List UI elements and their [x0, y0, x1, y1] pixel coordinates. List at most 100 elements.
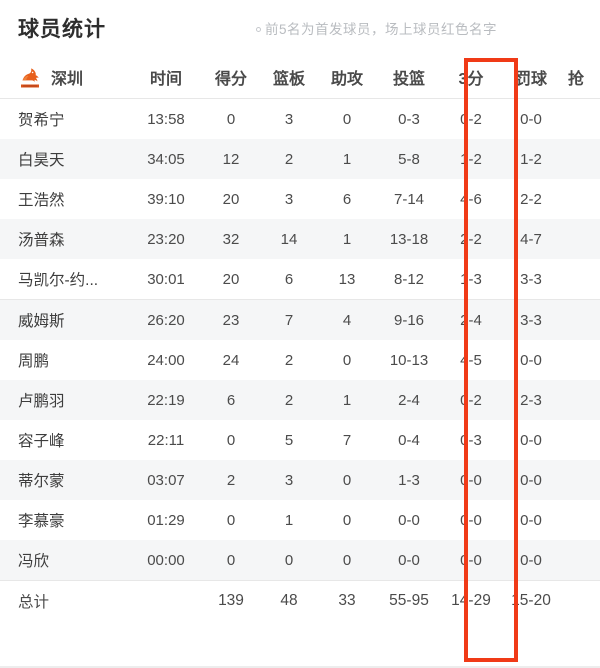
column-header-three-pointers[interactable]: 3分: [442, 56, 500, 99]
cell-field-goals: 1-3: [376, 460, 442, 500]
cell-field-goals: 0-0: [376, 500, 442, 540]
cell-assists: 1: [318, 139, 376, 179]
cell-truncated: [562, 340, 600, 380]
starters-note-text: 前5名为首发球员，场上球员红色名字: [265, 22, 498, 37]
cell-three-pointers: 0-0: [442, 540, 500, 581]
total-truncated: [562, 580, 600, 621]
cell-free-throws: 4-7: [500, 219, 562, 259]
cell-field-goals: 2-4: [376, 380, 442, 420]
cell-three-pointers: 0-3: [442, 420, 500, 460]
cell-three-pointers: 2-2: [442, 219, 500, 259]
player-name[interactable]: 马凯尔-约...: [0, 259, 130, 300]
cell-three-pointers: 4-6: [442, 179, 500, 219]
cell-free-throws: 1-2: [500, 139, 562, 179]
player-name[interactable]: 容子峰: [0, 420, 130, 460]
cell-points: 6: [202, 380, 260, 420]
cell-points: 12: [202, 139, 260, 179]
cell-rebounds: 0: [260, 540, 318, 581]
cell-truncated: [562, 540, 600, 581]
cell-minutes: 01:29: [130, 500, 202, 540]
table-row[interactable]: 威姆斯 26:20 23 7 4 9-16 2-4 3-3: [0, 299, 600, 340]
table-row[interactable]: 冯欣 00:00 0 0 0 0-0 0-0 0-0: [0, 540, 600, 581]
player-name[interactable]: 蒂尔蒙: [0, 460, 130, 500]
cell-free-throws: 0-0: [500, 340, 562, 380]
player-name[interactable]: 李慕豪: [0, 500, 130, 540]
cell-rebounds: 5: [260, 420, 318, 460]
cell-three-pointers: 0-2: [442, 380, 500, 420]
cell-field-goals: 10-13: [376, 340, 442, 380]
cell-rebounds: 3: [260, 460, 318, 500]
cell-points: 20: [202, 179, 260, 219]
cell-free-throws: 0-0: [500, 98, 562, 139]
cell-three-pointers: 4-5: [442, 340, 500, 380]
cell-assists: 1: [318, 219, 376, 259]
column-header-steals-truncated[interactable]: 抢: [562, 56, 600, 99]
cell-points: 0: [202, 500, 260, 540]
column-header-assists[interactable]: 助攻: [318, 56, 376, 99]
player-name[interactable]: 汤普森: [0, 219, 130, 259]
player-name[interactable]: 周鹏: [0, 340, 130, 380]
cell-minutes: 26:20: [130, 299, 202, 340]
column-header-team[interactable]: 深圳: [0, 56, 130, 99]
cell-truncated: [562, 139, 600, 179]
cell-points: 0: [202, 420, 260, 460]
cell-rebounds: 1: [260, 500, 318, 540]
table-header-row: 深圳 时间 得分 篮板 助攻 投篮 3分 罚球 抢: [0, 56, 600, 99]
cell-points: 32: [202, 219, 260, 259]
cell-truncated: [562, 98, 600, 139]
cell-minutes: 34:05: [130, 139, 202, 179]
player-name[interactable]: 威姆斯: [0, 299, 130, 340]
total-free-throws: 15-20: [500, 580, 562, 621]
cell-free-throws: 2-3: [500, 380, 562, 420]
cell-free-throws: 3-3: [500, 259, 562, 300]
cell-field-goals: 5-8: [376, 139, 442, 179]
cell-minutes: 24:00: [130, 340, 202, 380]
player-name[interactable]: 卢鹏羽: [0, 380, 130, 420]
cell-three-pointers: 0-2: [442, 98, 500, 139]
page-header: 球员统计 前5名为首发球员，场上球员红色名字: [0, 0, 600, 56]
cell-minutes: 22:11: [130, 420, 202, 460]
total-label: 总计: [0, 580, 130, 621]
player-name[interactable]: 贺希宁: [0, 98, 130, 139]
table-row[interactable]: 白昊天 34:05 12 2 1 5-8 1-2 1-2: [0, 139, 600, 179]
cell-minutes: 30:01: [130, 259, 202, 300]
table-row[interactable]: 周鹏 24:00 24 2 0 10-13 4-5 0-0: [0, 340, 600, 380]
column-header-free-throws[interactable]: 罚球: [500, 56, 562, 99]
cell-assists: 6: [318, 179, 376, 219]
player-name[interactable]: 王浩然: [0, 179, 130, 219]
cell-minutes: 39:10: [130, 179, 202, 219]
total-points: 139: [202, 580, 260, 621]
cell-rebounds: 6: [260, 259, 318, 300]
cell-assists: 4: [318, 299, 376, 340]
cell-three-pointers: 1-2: [442, 139, 500, 179]
cell-rebounds: 7: [260, 299, 318, 340]
cell-rebounds: 2: [260, 139, 318, 179]
total-field-goals: 55-95: [376, 580, 442, 621]
cell-truncated: [562, 299, 600, 340]
player-name[interactable]: 冯欣: [0, 540, 130, 581]
table-row[interactable]: 贺希宁 13:58 0 3 0 0-3 0-2 0-0: [0, 98, 600, 139]
column-header-rebounds[interactable]: 篮板: [260, 56, 318, 99]
table-row[interactable]: 蒂尔蒙 03:07 2 3 0 1-3 0-0 0-0: [0, 460, 600, 500]
cell-minutes: 00:00: [130, 540, 202, 581]
table-row[interactable]: 李慕豪 01:29 0 1 0 0-0 0-0 0-0: [0, 500, 600, 540]
column-header-points[interactable]: 得分: [202, 56, 260, 99]
table-row[interactable]: 卢鹏羽 22:19 6 2 1 2-4 0-2 2-3: [0, 380, 600, 420]
cell-truncated: [562, 380, 600, 420]
column-header-field-goals[interactable]: 投篮: [376, 56, 442, 99]
cell-field-goals: 8-12: [376, 259, 442, 300]
cell-field-goals: 0-0: [376, 540, 442, 581]
table-row[interactable]: 马凯尔-约... 30:01 20 6 13 8-12 1-3 3-3: [0, 259, 600, 300]
player-name[interactable]: 白昊天: [0, 139, 130, 179]
cell-points: 24: [202, 340, 260, 380]
cell-truncated: [562, 500, 600, 540]
table-row[interactable]: 容子峰 22:11 0 5 7 0-4 0-3 0-0: [0, 420, 600, 460]
cell-three-pointers: 2-4: [442, 299, 500, 340]
column-header-minutes[interactable]: 时间: [130, 56, 202, 99]
cell-assists: 1: [318, 380, 376, 420]
table-body: 贺希宁 13:58 0 3 0 0-3 0-2 0-0 白昊天 34:05 12 2 1 5-8 1-2 1-…: [0, 98, 600, 621]
cell-minutes: 22:19: [130, 380, 202, 420]
table-row[interactable]: 王浩然 39:10 20 3 6 7-14 4-6 2-2: [0, 179, 600, 219]
table-row[interactable]: 汤普森 23:20 32 14 1 13-18 2-2 4-7: [0, 219, 600, 259]
cell-three-pointers: 0-0: [442, 500, 500, 540]
